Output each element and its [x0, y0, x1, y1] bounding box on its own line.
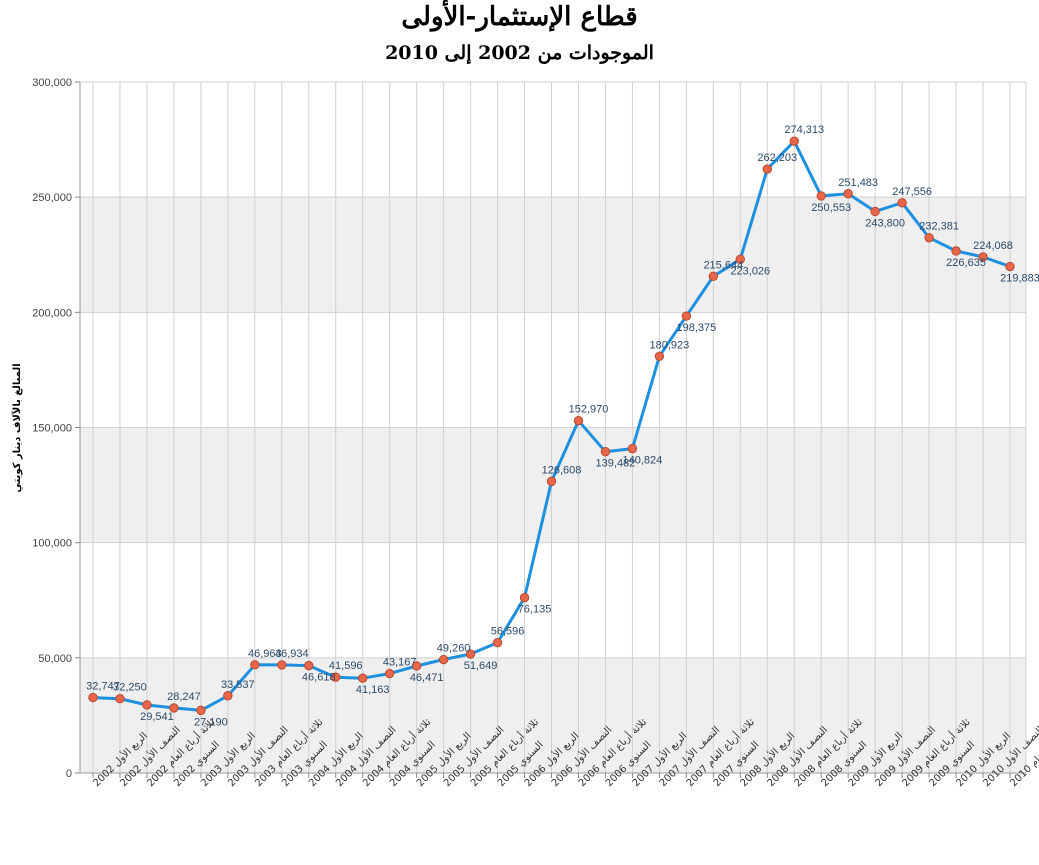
data-point	[411, 661, 422, 671]
data-label: 41,163	[356, 684, 390, 696]
data-point	[762, 164, 772, 174]
data-label: 46,934	[275, 648, 309, 660]
chart-subtitle: الموجودات من 2002 إلى 2010	[385, 42, 654, 64]
data-label: 51,649	[464, 660, 498, 672]
data-point	[115, 694, 125, 704]
data-point	[951, 246, 961, 256]
data-point	[789, 136, 799, 146]
data-label: 126,608	[542, 464, 582, 476]
data-label: 250,553	[811, 202, 851, 214]
y-tick-label: 50,000	[38, 653, 72, 665]
data-label: 180,923	[649, 339, 689, 351]
data-point	[492, 637, 503, 648]
data-point	[304, 660, 314, 671]
data-label: 251,483	[838, 177, 878, 189]
y-tick-label: 150,000	[32, 423, 72, 435]
y-tick-label: 100,000	[32, 538, 72, 550]
data-label: 29,541	[140, 711, 174, 723]
data-label: 152,970	[569, 404, 609, 416]
series-markers	[88, 136, 1015, 716]
data-label: 32,250	[113, 682, 147, 694]
data-label: 243,800	[865, 217, 905, 229]
data-point	[1005, 261, 1015, 272]
background-band	[80, 657, 1026, 773]
data-point	[465, 649, 476, 659]
data-point	[223, 691, 233, 701]
data-label: 27,190	[194, 716, 228, 728]
data-point	[546, 476, 557, 487]
data-label: 140,824	[623, 455, 663, 467]
background-bands	[80, 197, 1026, 773]
data-label: 274,313	[784, 124, 824, 136]
data-label: 76,135	[518, 604, 552, 616]
data-point	[384, 668, 395, 679]
data-label: 262,203	[757, 152, 797, 164]
data-label: 139,482	[596, 458, 636, 470]
data-point	[627, 443, 638, 454]
data-point	[573, 415, 584, 426]
data-label: 215,644	[703, 259, 743, 271]
data-point	[600, 447, 611, 457]
data-point	[681, 311, 692, 321]
data-point	[654, 351, 665, 361]
data-point	[897, 198, 907, 208]
data-point	[816, 191, 826, 201]
data-label: 219,883	[1000, 273, 1039, 285]
data-point	[250, 660, 260, 670]
data-label: 46,471	[410, 672, 444, 684]
data-label: 28,247	[167, 691, 201, 703]
data-point	[169, 703, 179, 713]
data-point	[924, 233, 934, 243]
data-label: 232,381	[919, 221, 959, 233]
data-label: 223,026	[730, 265, 770, 277]
data-label: 198,375	[676, 322, 716, 334]
data-point	[708, 271, 719, 281]
data-point	[735, 254, 745, 264]
y-tick-label: 200,000	[32, 307, 72, 319]
data-label: 224,068	[973, 240, 1013, 252]
data-point	[196, 705, 206, 716]
data-label: 46,618	[302, 672, 336, 684]
data-point	[843, 189, 853, 199]
data-point	[142, 700, 152, 710]
data-label: 41,596	[329, 660, 363, 672]
y-axis-ticks: 0 50,000 100,000 150,000 200,000 250,000 300,0…	[32, 77, 80, 780]
data-point	[870, 206, 880, 217]
y-tick-label: 250,000	[32, 192, 72, 204]
data-point	[88, 692, 98, 703]
data-point	[358, 673, 368, 683]
data-point	[978, 252, 988, 262]
y-tick-label: 300,000	[32, 77, 72, 89]
background-band	[80, 197, 1026, 313]
data-label: 247,556	[892, 186, 932, 198]
data-point	[438, 654, 449, 665]
data-label: 56,596	[491, 626, 525, 638]
data-label: 226,635	[946, 257, 986, 269]
data-label: 49,260	[437, 643, 471, 655]
y-tick-label: 0	[66, 768, 72, 780]
data-label: 43,167	[383, 657, 417, 669]
data-point	[277, 660, 287, 670]
data-label: 33,537	[221, 679, 255, 691]
data-label: 32,747	[86, 681, 120, 693]
chart-title: قطاع الإستثمار-الأولى	[401, 2, 638, 32]
data-point	[519, 592, 530, 603]
data-point	[331, 672, 341, 682]
data-label: 46,963	[248, 648, 282, 660]
y-axis-label: المبالغ بالآلاف دينار كويتي	[11, 363, 23, 492]
